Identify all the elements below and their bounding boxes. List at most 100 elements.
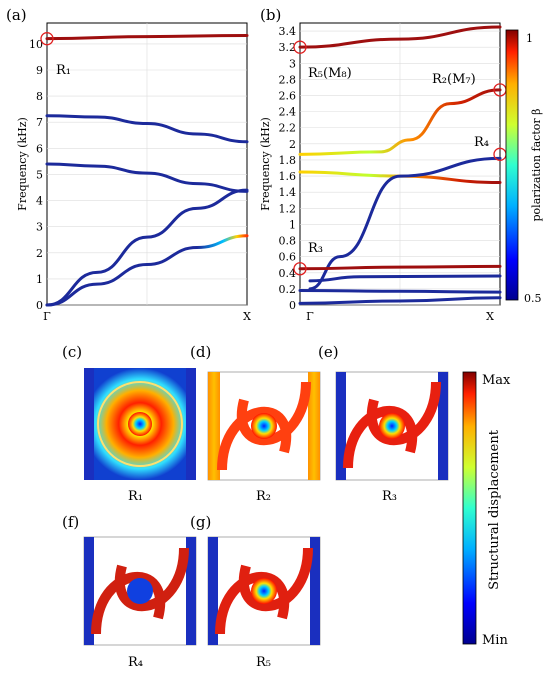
chart-a-ytick: 10 [29,38,43,51]
chart-b-ytick: 1.8 [279,154,297,167]
chart-b-marker-label-r3: R₃ [308,241,323,256]
chart-b-ylabel: Frequency (kHz) [259,117,272,211]
chart-a-marker-label-r1: R₁ [56,63,71,78]
mode-c-spiral [97,381,183,467]
mode-e-right-wall [438,372,448,480]
chart-b-ytick: 3 [289,57,296,70]
mode-shape-c [84,368,196,480]
chart-b-ytick: 1 [289,218,296,231]
mode-f-label: R₄ [128,655,143,670]
mode-g-label: R₅ [256,655,271,670]
mode-f-core [127,578,153,604]
panel-label-f: (f) [62,513,79,531]
chart-b-ytick: 1.2 [279,202,297,215]
chart-b-ytick: 1.4 [279,186,297,199]
chart-b-ytick: 3.4 [279,25,297,38]
chart-b-ytick: 2.2 [279,122,297,135]
chart-b-ytick: 0.8 [279,235,297,248]
chart-a-ytick: 3 [36,221,43,234]
chart-b-marker-label-r5: R₅(M₈) [308,66,352,81]
chart-a-ytick: 4 [36,195,43,208]
chart-a-ytick: 8 [36,90,43,103]
chart-a: 0 1 2 3 4 5 6 7 8 9 10 Frequency (kHz) Γ X R₁ [16,22,251,323]
mode-g-left-wall [208,537,218,645]
chart-b-ytick: 0 [289,299,296,312]
chart-b-band-8 [298,296,502,305]
chart-b-ytick: 2.6 [279,90,297,103]
mode-d-label: R₂ [256,489,271,504]
mode-d-arm-2 [237,381,311,446]
chart-b-band-5 [298,264,502,271]
chart-b-band-7 [298,288,502,294]
displacement-colorbar [462,371,477,645]
chart-b-ytick: 1.6 [279,170,297,183]
chart-b-band-4 [308,156,502,291]
chart-a-band-4 [45,234,249,307]
displacement-colorbar-max: Max [482,373,511,388]
chart-b-ytick: 2.4 [279,106,297,119]
chart-a-ylabel: Frequency (kHz) [16,117,29,211]
polarization-colorbar-max: 1 [526,32,533,45]
chart-a-ytick: 0 [36,299,43,312]
mode-e-core [379,413,405,439]
chart-b-marker-circle-0 [293,40,307,54]
polarization-colorbar-label: polarization factor β [530,109,543,222]
mode-c-left-wall [84,368,94,480]
mode-e-label: R₃ [382,489,397,504]
chart-a-band-0 [45,34,249,41]
mode-f-arm-2 [115,547,189,612]
mode-c-label: R₁ [128,489,143,504]
chart-a-xtick-x: X [243,310,251,323]
displacement-colorbar-label: Structural displacement [487,429,502,590]
mode-d-right-wall [308,372,320,480]
panel-label-b: (b) [260,6,281,24]
mode-c-right-wall [186,368,196,480]
mode-c-core [128,412,152,436]
mode-shape-e [335,371,449,481]
chart-b-xtick-gamma: Γ [306,310,314,323]
panel-label-g: (g) [190,513,211,531]
chart-a-band-3 [45,188,249,307]
chart-a-band-2 [45,162,249,193]
panel-label-a: (a) [6,6,27,24]
mode-d-left-wall [208,372,220,480]
chart-b-xtick-x: X [486,310,494,323]
chart-a-marker-circle-0 [40,32,54,46]
chart-a-ytick: 5 [36,168,43,181]
mode-shape-d [207,371,321,481]
mode-shape-f [83,536,197,646]
chart-a-ytick: 7 [36,116,43,129]
mode-f-left-wall [84,537,94,645]
mode-g-arm-2 [239,547,313,612]
mode-e-left-wall [336,372,346,480]
chart-b-ytick: 0.6 [279,251,297,264]
chart-b: 0 0.2 0.4 0.6 0.8 1 1.2 1.4 1.6 1.8 2 2.2 2.4 2.6 2.8 3… [259,22,543,323]
chart-a-ytick: 2 [36,247,43,260]
mode-d-core [251,413,277,439]
chart-b-band-6 [308,274,502,283]
chart-b-marker-label-r2: R₂(M₇) [432,72,476,87]
mode-shape-g [207,536,321,646]
mode-g-right-wall [310,537,320,645]
mode-e-arm-2 [367,381,441,446]
panel-label-d: (d) [190,343,211,361]
chart-a-band-1 [45,114,249,144]
panel-label-c: (c) [62,343,82,361]
mode-f-right-wall [186,537,196,645]
chart-b-ytick: 0.4 [279,267,297,280]
chart-a-ytick: 1 [36,273,43,286]
chart-b-ytick: 2 [289,138,296,151]
polarization-colorbar [505,29,519,301]
chart-a-ytick: 9 [36,64,43,77]
chart-b-marker-label-r4: R₄ [474,135,489,150]
panel-label-e: (e) [318,343,339,361]
chart-a-xtick-gamma: Γ [43,310,51,323]
chart-b-ytick: 2.8 [279,73,297,86]
mode-g-core [251,578,277,604]
displacement-colorbar-min: Min [482,633,508,648]
chart-b-band-0 [298,25,502,49]
polarization-colorbar-min: 0.5 [524,292,542,305]
chart-b-band-1 [298,88,502,156]
chart-b-ytick: 0.2 [279,283,297,296]
